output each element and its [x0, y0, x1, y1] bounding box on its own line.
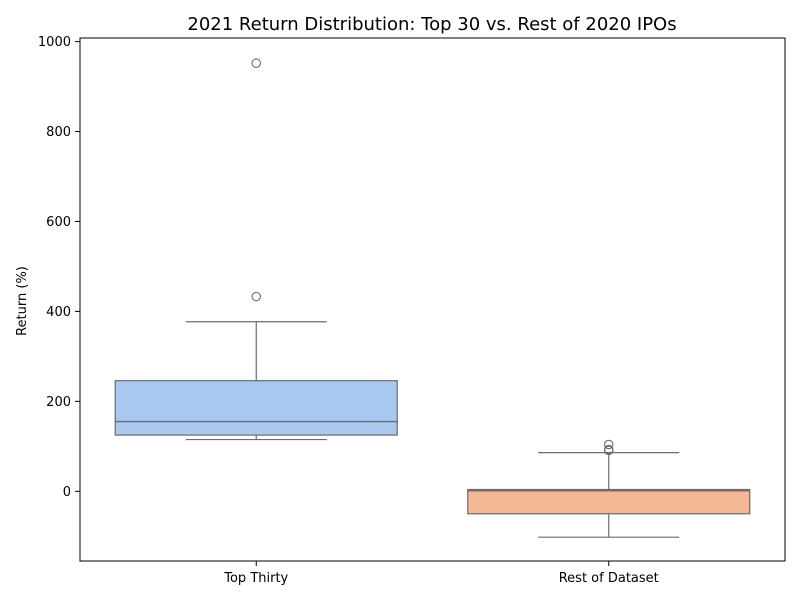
y-tick-label: 1000 — [38, 35, 71, 50]
iqr-box — [467, 488, 751, 515]
plot-frame — [79, 37, 786, 562]
y-tick-label: 600 — [46, 215, 71, 230]
iqr-box — [114, 380, 398, 436]
y-tick-label: 200 — [46, 395, 71, 410]
outlier-point — [251, 291, 262, 302]
x-tick-label: Rest of Dataset — [559, 571, 659, 586]
plot-area: 0 200 400 600 800 1000 Top Thirty Rest of Datas… — [38, 35, 786, 586]
outlier-point — [603, 439, 614, 450]
chart-title: 2021 Return Distribution: Top 30 vs. Res… — [187, 14, 676, 35]
outlier-point — [603, 444, 614, 455]
y-tick-label: 0 — [63, 485, 71, 500]
x-tick-label: Top Thirty — [223, 571, 288, 586]
y-tick-label: 400 — [46, 305, 71, 320]
outlier-point — [251, 58, 262, 68]
y-axis-label: Return (%) — [15, 266, 30, 336]
y-tick-label: 800 — [46, 125, 71, 140]
